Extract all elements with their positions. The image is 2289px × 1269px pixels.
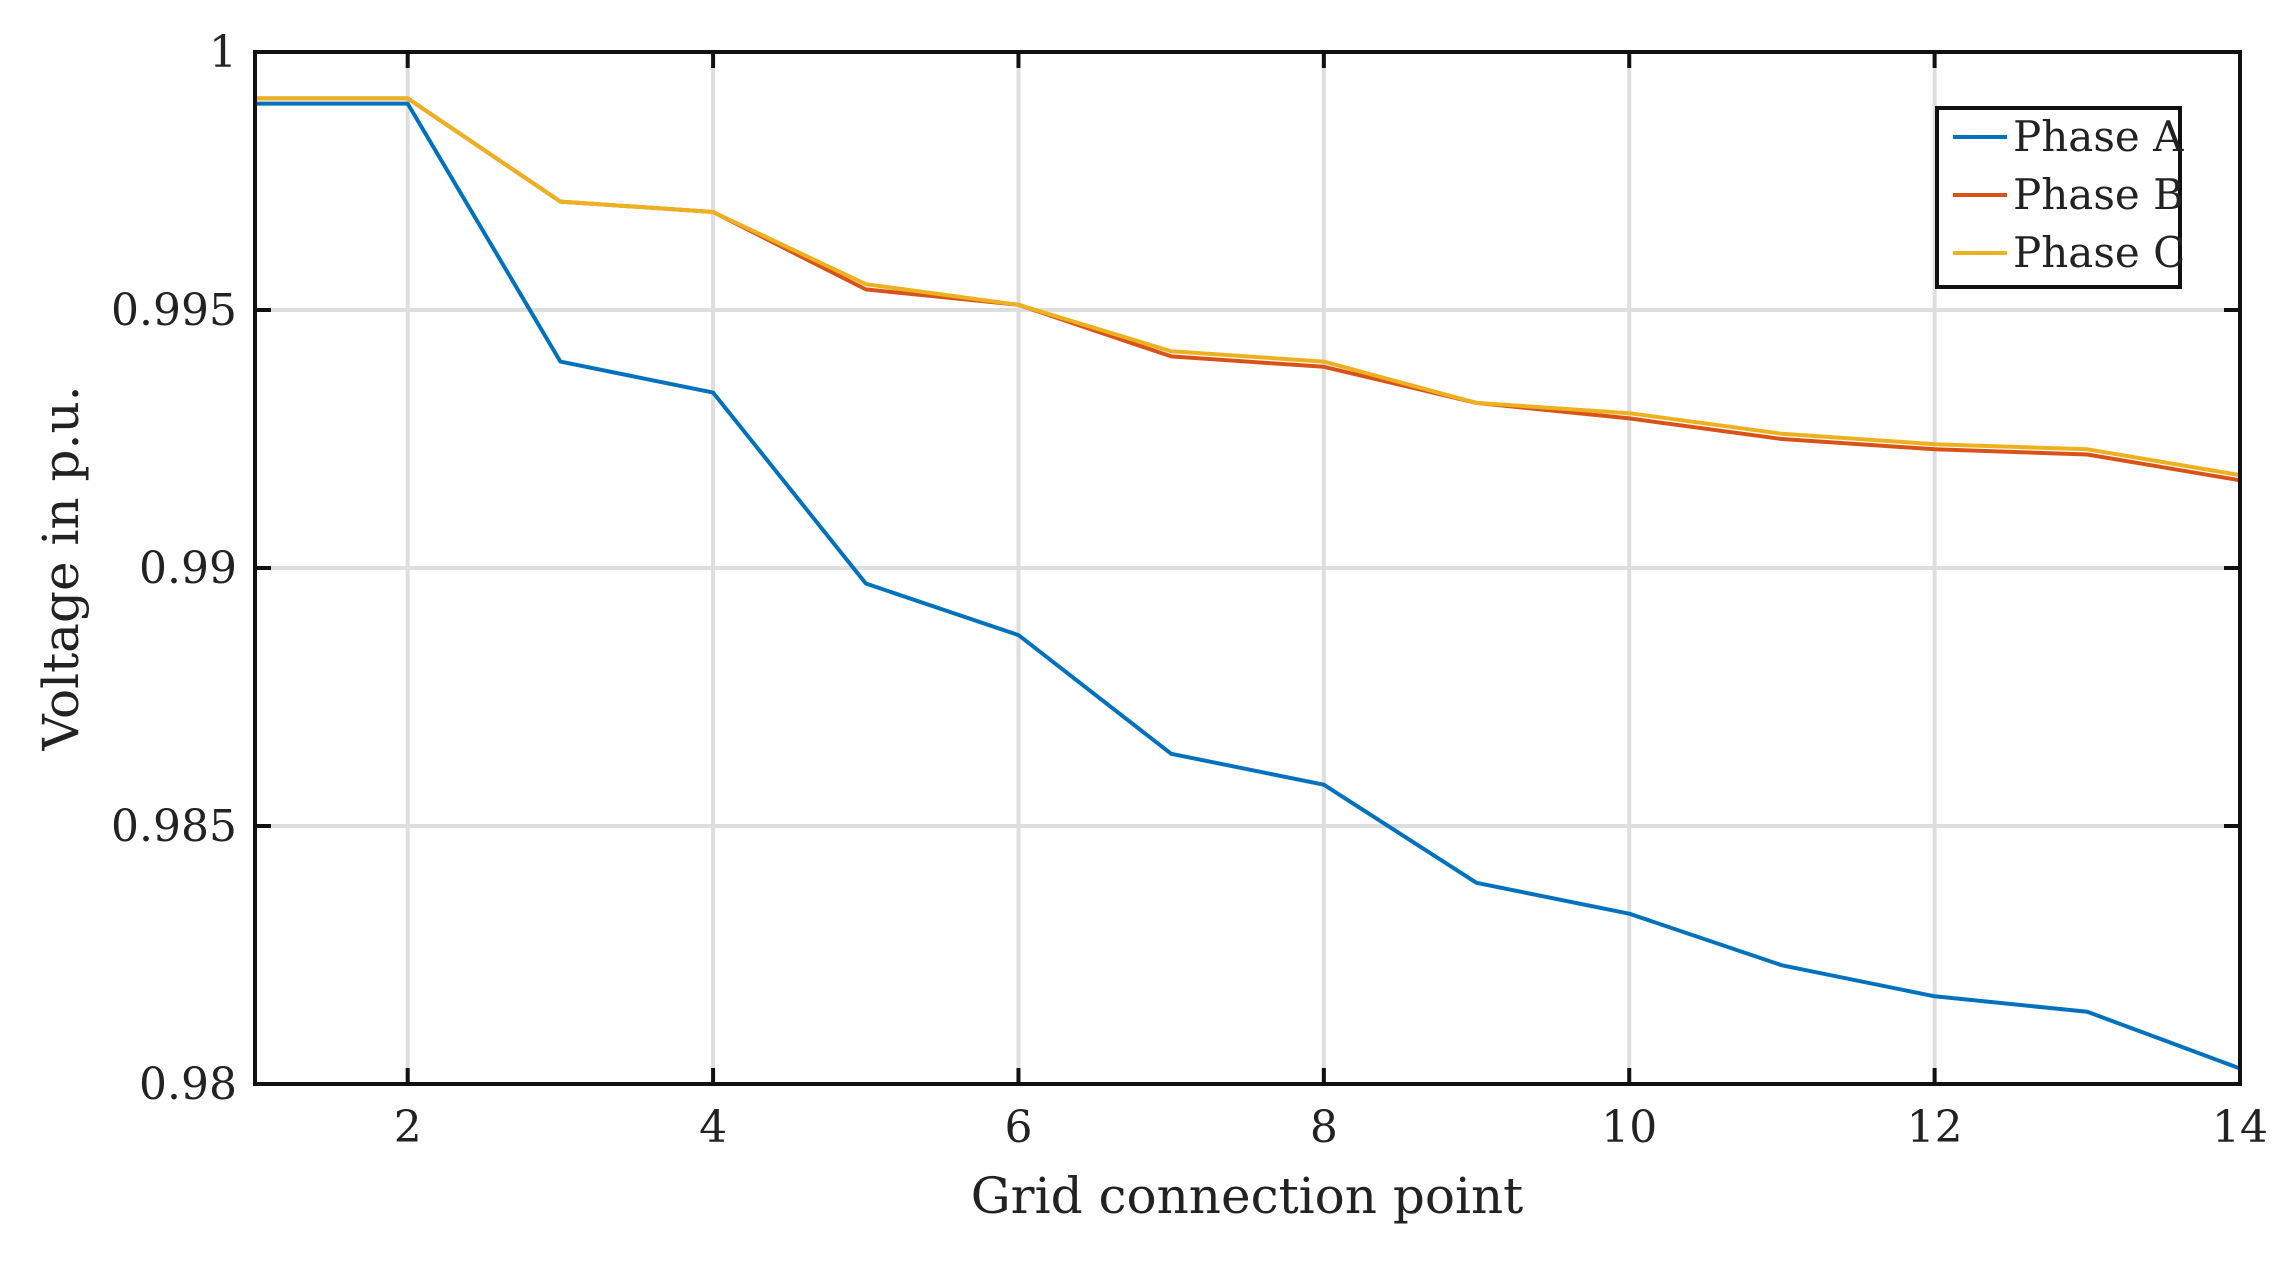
x-tick-label: 14 bbox=[2212, 1102, 2268, 1153]
y-tick-label: 0.985 bbox=[111, 801, 237, 852]
series-line-phase-a bbox=[253, 101, 2242, 1071]
y-tick-label: 0.99 bbox=[139, 543, 237, 594]
x-tick-label: 8 bbox=[1310, 1102, 1338, 1153]
x-tick-label: 2 bbox=[394, 1102, 422, 1153]
x-tick-label: 4 bbox=[699, 1102, 727, 1153]
legend-label-phase-c: Phase C bbox=[2013, 228, 2185, 277]
y-tick-label: 1 bbox=[209, 27, 237, 78]
series-line-phase-c bbox=[253, 96, 2242, 478]
ticks-layer: 2 4 6 8 10 12 14 0.98 0.985 0.99 0.995 1 bbox=[111, 27, 2268, 1153]
x-tick-label: 6 bbox=[1004, 1102, 1032, 1153]
y-tick-label: 0.995 bbox=[111, 285, 237, 336]
legend-items: Phase A Phase B Phase C bbox=[1953, 112, 2185, 277]
y-tick-label: 0.98 bbox=[139, 1059, 237, 1110]
x-tick-label: 10 bbox=[1601, 1102, 1657, 1153]
x-tick-label: 12 bbox=[1907, 1102, 1963, 1153]
x-axis-label: Grid connection point bbox=[971, 1167, 1524, 1225]
series-layer bbox=[253, 96, 2242, 1071]
legend-label-phase-a: Phase A bbox=[2013, 112, 2184, 161]
legend-label-phase-b: Phase B bbox=[2013, 170, 2184, 219]
y-axis-label: Voltage in p.u. bbox=[32, 385, 90, 751]
legend: Phase A Phase B Phase C bbox=[1935, 106, 2185, 289]
